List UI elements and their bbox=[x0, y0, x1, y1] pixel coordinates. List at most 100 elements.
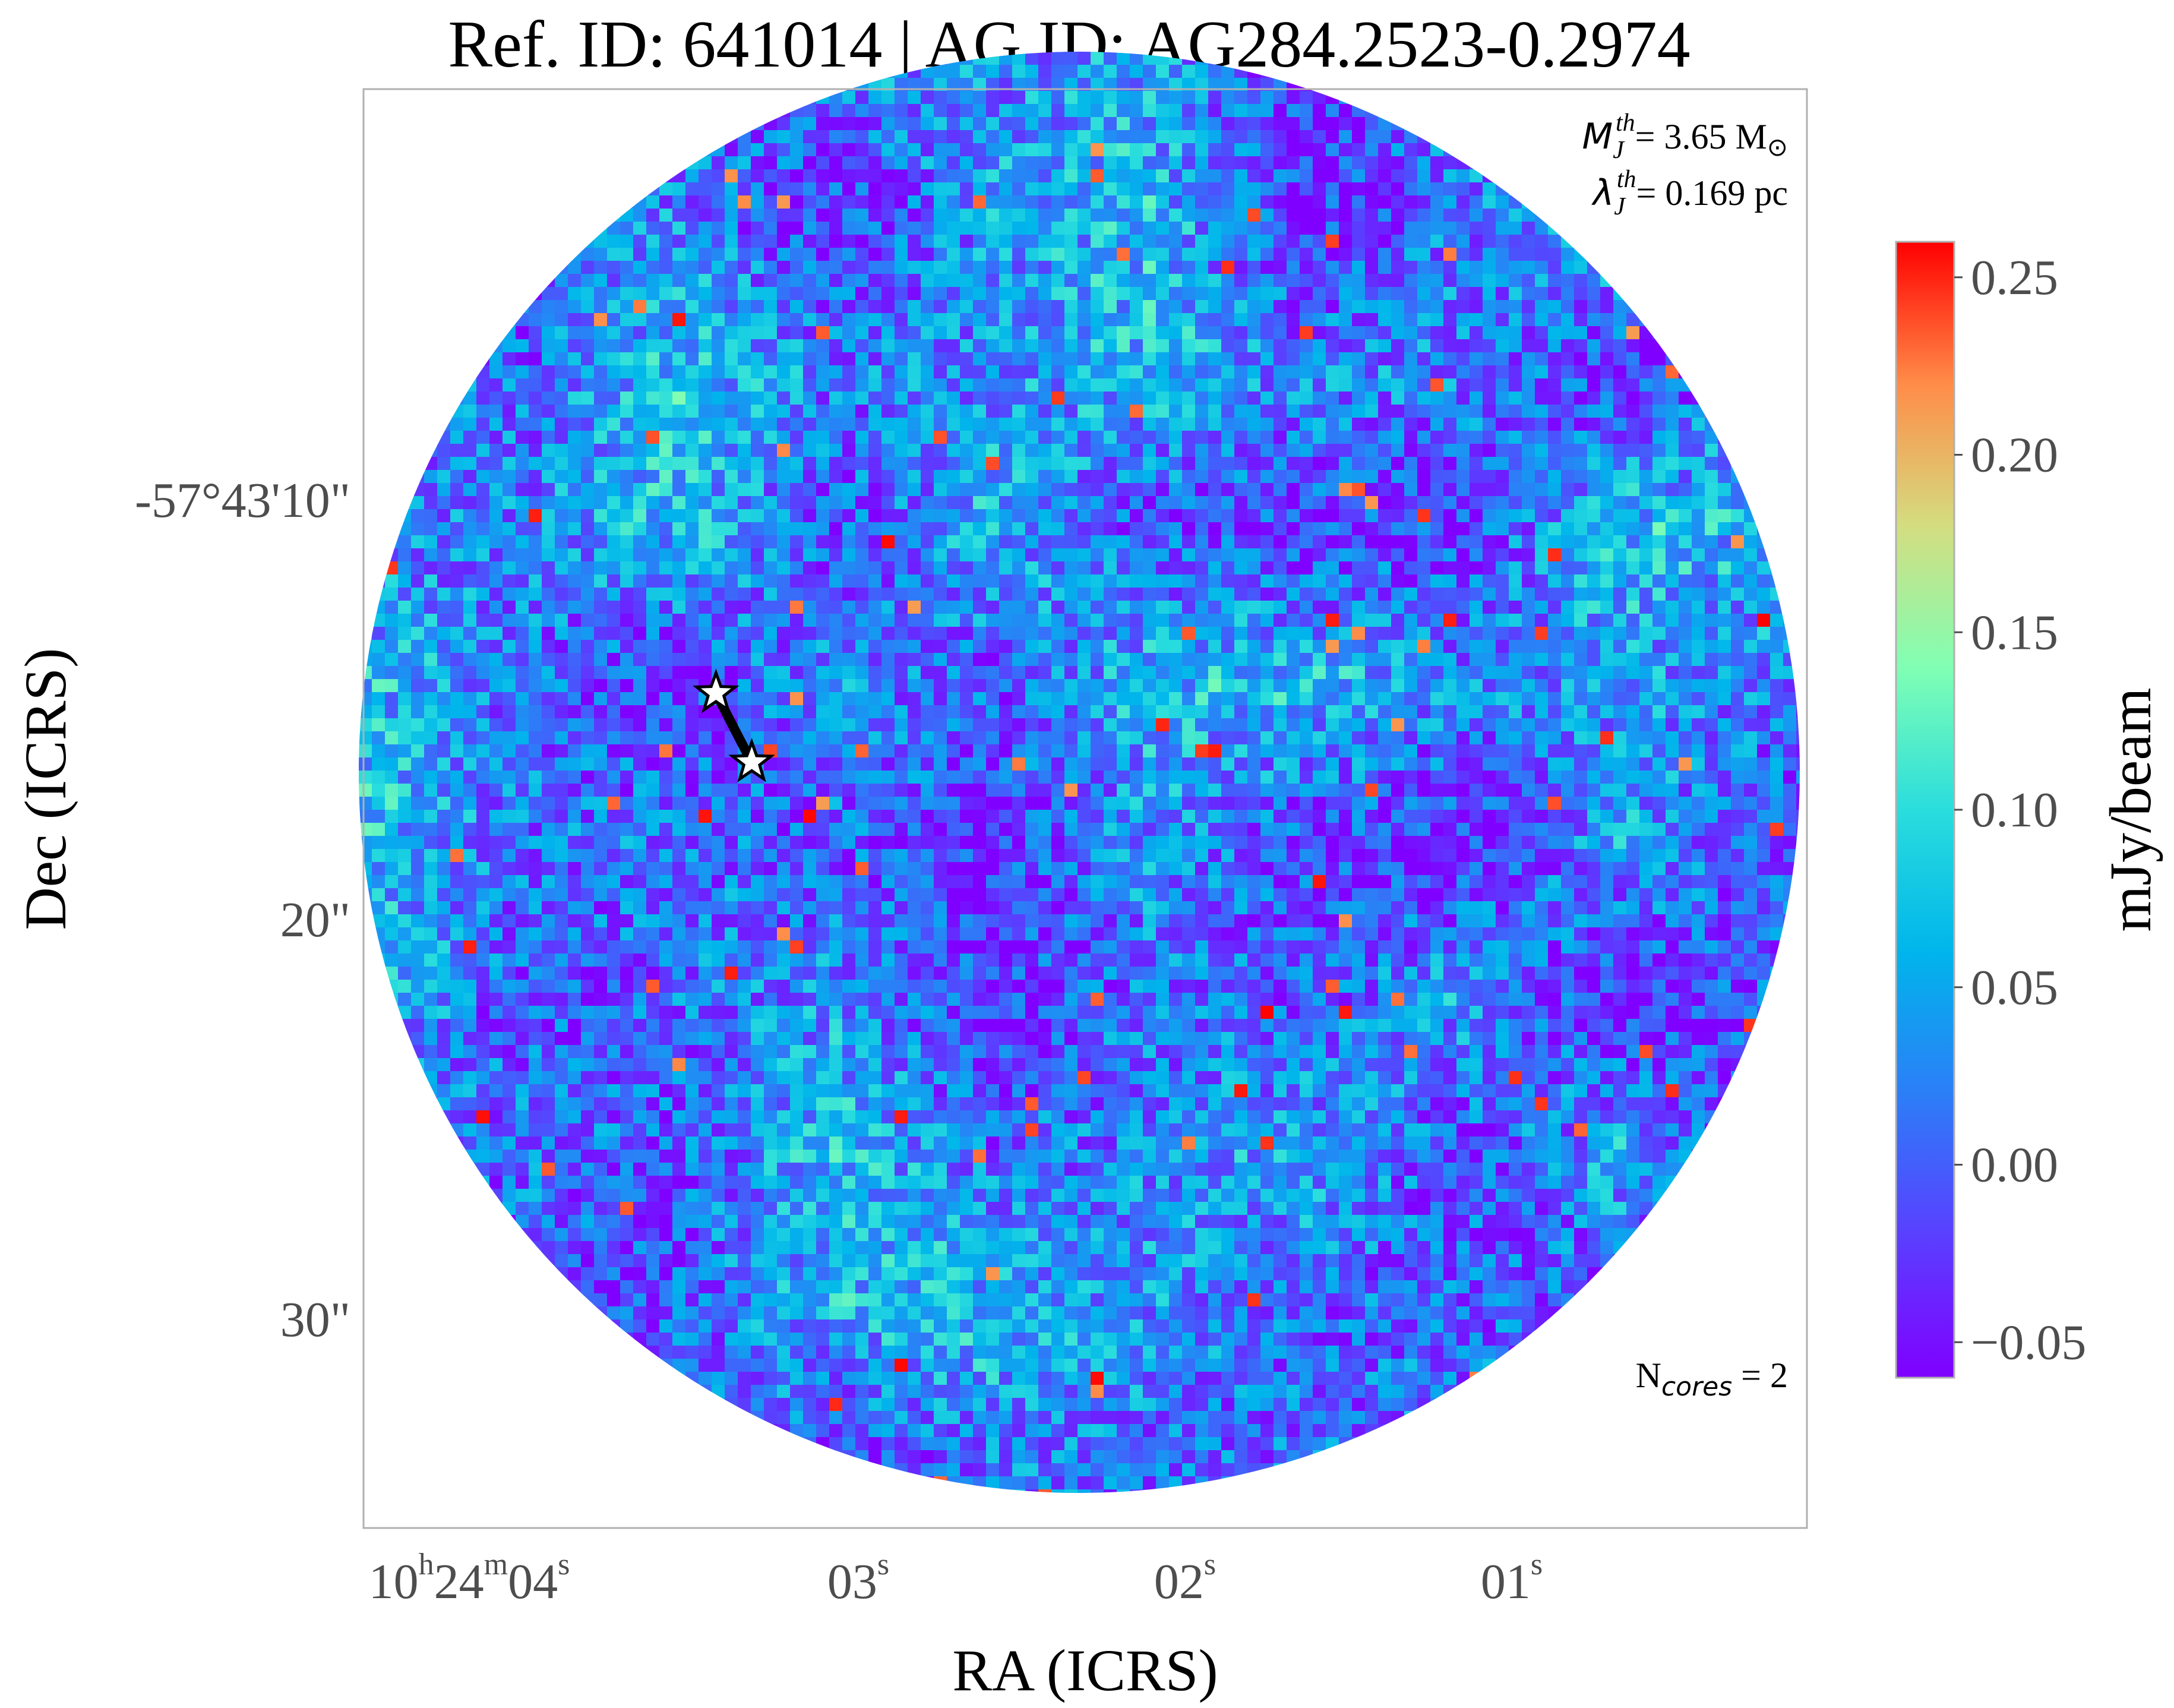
heatmap-cell bbox=[659, 209, 672, 222]
heatmap-cell bbox=[855, 496, 868, 509]
heatmap-cell bbox=[1587, 392, 1600, 405]
heatmap-cell bbox=[1091, 731, 1104, 744]
heatmap-cell bbox=[947, 627, 960, 640]
heatmap-cell bbox=[1470, 757, 1483, 771]
heatmap-cell bbox=[829, 300, 842, 313]
heatmap-cell bbox=[960, 169, 973, 182]
heatmap-cell bbox=[934, 496, 947, 509]
heatmap-cell bbox=[1456, 431, 1470, 444]
heatmap-cell bbox=[411, 574, 424, 588]
heatmap-cell bbox=[1574, 679, 1587, 692]
heatmap-cell bbox=[1548, 378, 1561, 392]
heatmap-cell bbox=[842, 169, 855, 182]
heatmap-cell bbox=[568, 352, 581, 365]
heatmap-cell bbox=[1038, 78, 1051, 91]
heatmap-cell bbox=[1339, 143, 1352, 156]
heatmap-cell bbox=[1456, 418, 1470, 431]
heatmap-cell bbox=[607, 431, 620, 444]
heatmap-cell bbox=[1391, 535, 1404, 548]
heatmap-cell bbox=[868, 627, 881, 640]
heatmap-cell bbox=[1182, 326, 1195, 339]
heatmap-cell bbox=[1208, 705, 1221, 718]
heatmap-cell bbox=[620, 326, 633, 339]
heatmap-cell bbox=[921, 744, 934, 757]
heatmap-cell bbox=[1038, 52, 1051, 65]
heatmap-cell bbox=[1260, 248, 1274, 261]
heatmap-cell bbox=[1117, 65, 1130, 78]
heatmap-cell bbox=[842, 653, 855, 666]
heatmap-cell bbox=[1600, 418, 1613, 431]
heatmap-cell bbox=[960, 574, 973, 588]
heatmap-cell bbox=[1705, 509, 1718, 522]
heatmap-cell bbox=[986, 522, 999, 535]
heatmap-cell bbox=[921, 169, 934, 182]
heatmap-cell bbox=[895, 117, 908, 130]
heatmap-cell bbox=[1208, 352, 1221, 365]
heatmap-cell bbox=[1038, 692, 1051, 705]
heatmap-cell bbox=[1064, 405, 1077, 418]
heatmap-cell bbox=[1626, 640, 1639, 653]
heatmap-cell bbox=[842, 574, 855, 588]
heatmap-cell bbox=[1509, 339, 1522, 352]
heatmap-cell bbox=[1234, 522, 1247, 535]
heatmap-cell bbox=[1260, 235, 1274, 248]
heatmap-cell bbox=[542, 548, 555, 561]
heatmap-cell bbox=[1365, 444, 1378, 457]
heatmap-cell bbox=[1221, 130, 1234, 143]
heatmap-cell bbox=[620, 378, 633, 392]
heatmap-cell bbox=[1731, 731, 1744, 744]
heatmap-cell bbox=[790, 679, 803, 692]
heatmap-cell bbox=[1365, 574, 1378, 588]
heatmap-cell bbox=[764, 313, 777, 326]
heatmap-cell bbox=[1391, 195, 1404, 209]
heatmap-cell bbox=[1391, 182, 1404, 195]
heatmap-cell bbox=[1600, 326, 1613, 339]
heatmap-cell bbox=[1077, 143, 1091, 156]
heatmap-cell bbox=[1587, 522, 1600, 535]
heatmap-cell bbox=[1326, 418, 1339, 431]
heatmap-cell bbox=[476, 679, 489, 692]
heatmap-cell bbox=[1339, 444, 1352, 457]
heatmap-cell bbox=[1077, 104, 1091, 117]
heatmap-cell bbox=[411, 666, 424, 679]
heatmap-cell bbox=[881, 718, 895, 731]
heatmap-cell bbox=[1443, 574, 1456, 588]
heatmap-cell bbox=[1195, 169, 1208, 182]
heatmap-cell bbox=[489, 352, 503, 365]
heatmap-cell bbox=[542, 561, 555, 574]
heatmap-cell bbox=[934, 574, 947, 588]
heatmap-cell bbox=[1391, 235, 1404, 248]
heatmap-cell bbox=[450, 431, 463, 444]
heatmap-cell bbox=[999, 496, 1012, 509]
heatmap-cell bbox=[699, 496, 712, 509]
heatmap-cell bbox=[1574, 653, 1587, 666]
heatmap-cell bbox=[1038, 235, 1051, 248]
heatmap-cell bbox=[1692, 744, 1705, 757]
heatmap-cell bbox=[1352, 771, 1365, 784]
heatmap-cell bbox=[437, 561, 450, 574]
heatmap-cell bbox=[1143, 548, 1156, 561]
heatmap-cell bbox=[1274, 744, 1287, 757]
heatmap-cell bbox=[921, 339, 934, 352]
heatmap-cell bbox=[568, 405, 581, 418]
heatmap-cell bbox=[934, 248, 947, 261]
heatmap-cell bbox=[1652, 509, 1666, 522]
heatmap-cell bbox=[1143, 248, 1156, 261]
heatmap-cell bbox=[1339, 195, 1352, 209]
heatmap-cell bbox=[1077, 352, 1091, 365]
heatmap-cell bbox=[895, 130, 908, 143]
heatmap-cell bbox=[725, 235, 738, 248]
heatmap-cell bbox=[960, 509, 973, 522]
heatmap-cell bbox=[1156, 222, 1169, 235]
heatmap-cell bbox=[868, 169, 881, 182]
heatmap-cell bbox=[947, 143, 960, 156]
heatmap-cell bbox=[738, 496, 751, 509]
heatmap-cell bbox=[908, 222, 921, 235]
heatmap-cell bbox=[1091, 601, 1104, 614]
heatmap-cell bbox=[751, 195, 764, 209]
heatmap-cell bbox=[529, 418, 542, 431]
heatmap-cell bbox=[1509, 300, 1522, 313]
heatmap-cell bbox=[1535, 522, 1548, 535]
heatmap-cell bbox=[1587, 339, 1600, 352]
heatmap-cell bbox=[372, 692, 385, 705]
